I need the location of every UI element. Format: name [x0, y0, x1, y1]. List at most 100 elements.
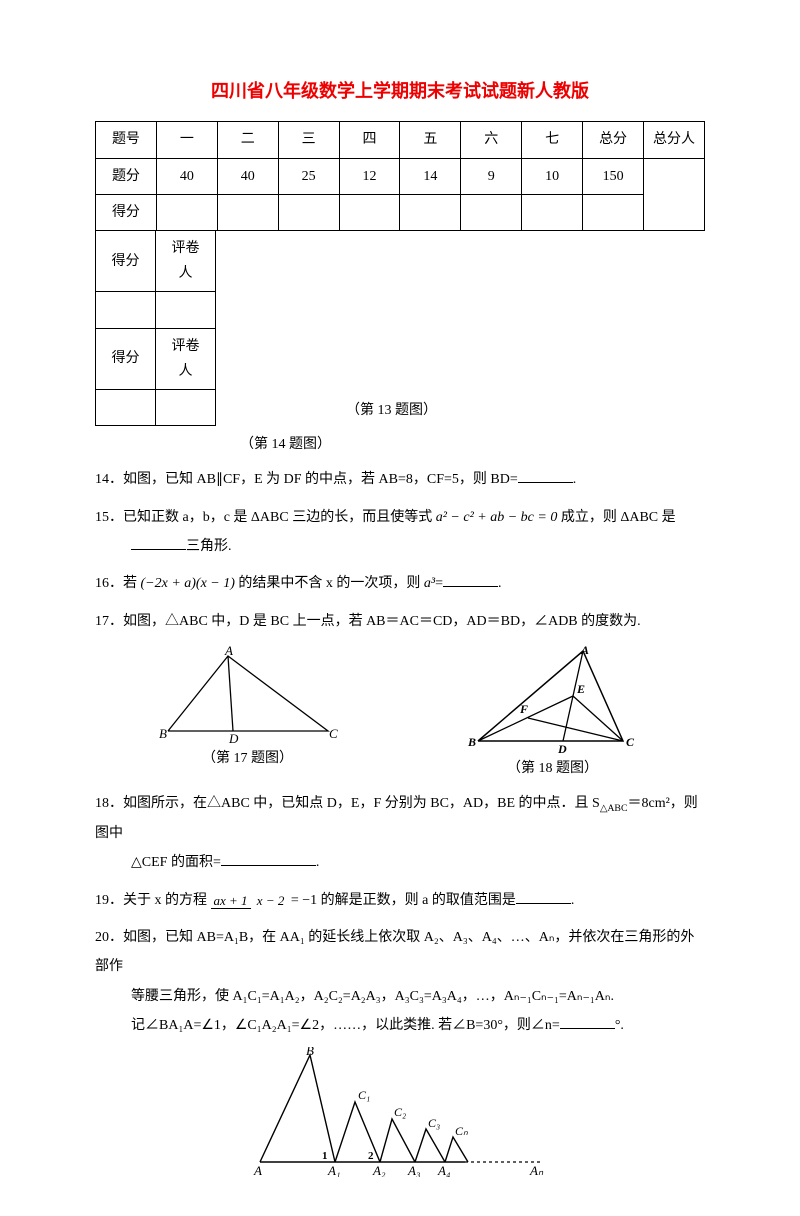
- q18-d: .: [316, 855, 320, 870]
- r3-7: [583, 194, 644, 230]
- page-title: 四川省八年级数学上学期期末考试试题新人教版: [95, 75, 705, 107]
- q18-c: △CEF 的面积=: [131, 855, 221, 870]
- mt-r1c2: 评卷人: [156, 230, 216, 291]
- th-9: 总分人: [644, 122, 705, 158]
- r2-8: [644, 158, 705, 230]
- r2-3: 12: [339, 158, 400, 194]
- svg-text:E: E: [576, 682, 585, 696]
- q14: 14．如图，已知 AB∥CF，E 为 DF 的中点，若 AB=8，CF=5，则 …: [95, 465, 705, 494]
- th-7: 七: [522, 122, 583, 158]
- q18: 18．如图所示，在△ABC 中，已知点 D，E，F 分别为 BC，AD，BE 的…: [95, 789, 705, 877]
- svg-text:C₃: C₃: [428, 1116, 440, 1130]
- caption-13: （第 13 题图）: [346, 398, 437, 426]
- q19-b: 的解是正数，则 a 的取值范围是: [321, 893, 516, 908]
- mt-r3c2: 评卷人: [156, 328, 216, 389]
- q16-c: .: [498, 576, 502, 591]
- r3-2: [278, 194, 339, 230]
- q17-text: 17．如图，△ABC 中，D 是 BC 上一点，若 AB＝AC＝CD，AD＝BD…: [95, 614, 641, 629]
- r3-6: [522, 194, 583, 230]
- r3-label: 得分: [96, 194, 157, 230]
- figure-20: B A A₁ A₂ A₃ A₄ Aₙ C₁ C₂ C₃ Cₙ 1 2: [95, 1047, 705, 1186]
- svg-text:A: A: [253, 1163, 262, 1177]
- r2-2: 25: [278, 158, 339, 194]
- q20-l3a: 记∠BA₁A=∠1，∠C₁A₂A₁=∠2，……，以此类推. 若∠B=30°，则∠…: [131, 1018, 560, 1033]
- figure-18: A B C D E F （第 18 题图）: [458, 646, 648, 781]
- q19-c: .: [571, 893, 575, 908]
- svg-text:C: C: [626, 735, 635, 749]
- svg-text:A: A: [224, 646, 233, 658]
- mt-r2c2: [156, 292, 216, 328]
- r2-5: 9: [461, 158, 522, 194]
- q18-blank: [221, 852, 316, 866]
- q16-b: 的结果中不含 x 的一次项，则: [238, 576, 420, 591]
- th-5: 五: [400, 122, 461, 158]
- q19-blank: [516, 890, 571, 904]
- mt-r4c2: [156, 389, 216, 425]
- q14-blank: [518, 469, 573, 483]
- q19-frac-top: ax + 1: [211, 893, 251, 909]
- grader-table: 得分 评卷人 得分 评卷人: [95, 230, 216, 426]
- svg-text:2: 2: [368, 1150, 374, 1162]
- th-3: 三: [278, 122, 339, 158]
- q14-text: 14．如图，已知 AB∥CF，E 为 DF 的中点，若 AB=8，CF=5，则 …: [95, 472, 518, 487]
- r2-7: 150: [583, 158, 644, 194]
- th-0: 题号: [96, 122, 157, 158]
- th-8: 总分: [583, 122, 644, 158]
- mt-r3c1: 得分: [96, 328, 156, 389]
- r2-0: 40: [156, 158, 217, 194]
- q15-b: 成立，则 ΔABC 是: [561, 510, 676, 525]
- q16-formula: (−2x + a)(x − 1): [141, 576, 235, 591]
- q15: 15．已知正数 a，b，c 是 ΔABC 三边的长，而且使等式 a² − c² …: [95, 503, 705, 562]
- th-4: 四: [339, 122, 400, 158]
- q19-frac-bot: x − 2: [254, 893, 288, 908]
- q17: 17．如图，△ABC 中，D 是 BC 上一点，若 AB＝AC＝CD，AD＝BD…: [95, 607, 705, 636]
- svg-text:B: B: [159, 726, 167, 741]
- q20: 20．如图，已知 AB=A₁B，在 AA₁ 的延长线上依次取 A₂、A₃、A₄、…: [95, 923, 705, 1041]
- svg-text:A₁: A₁: [327, 1163, 340, 1177]
- fig17-caption: （第 17 题图）: [202, 751, 293, 766]
- svg-text:C₂: C₂: [394, 1105, 406, 1119]
- q19: 19．关于 x 的方程 ax + 1 x − 2 = −1 的解是正数，则 a …: [95, 886, 705, 915]
- svg-text:A₄: A₄: [437, 1163, 451, 1177]
- r2-4: 14: [400, 158, 461, 194]
- q15-formula: a² − c² + ab − bc = 0: [436, 510, 558, 525]
- r3-4: [400, 194, 461, 230]
- r3-3: [339, 194, 400, 230]
- q15-a: 15．已知正数 a，b，c 是 ΔABC 三边的长，而且使等式: [95, 510, 432, 525]
- fig18-caption: （第 18 题图）: [507, 761, 598, 776]
- th-6: 六: [461, 122, 522, 158]
- caption-14: （第 14 题图）: [240, 432, 705, 457]
- mt-r1c1: 得分: [96, 230, 156, 291]
- svg-text:B: B: [467, 735, 476, 749]
- r2-label: 题分: [96, 158, 157, 194]
- q16-formula2: a³: [424, 576, 435, 591]
- q15-c: 三角形.: [186, 539, 232, 554]
- figure-17: A B C D （第 17 题图）: [153, 646, 343, 781]
- triangle-18-icon: A B C D E F: [458, 646, 648, 756]
- th-1: 一: [156, 122, 217, 158]
- svg-text:1: 1: [322, 1150, 328, 1162]
- q16-eq: =: [435, 576, 443, 591]
- q18-sub: △ABC: [600, 803, 628, 814]
- q19-fraction: ax + 1 x − 2: [211, 894, 288, 908]
- svg-text:D: D: [557, 742, 567, 756]
- th-2: 二: [217, 122, 278, 158]
- q20-l3b: °.: [615, 1018, 624, 1033]
- svg-text:Cₙ: Cₙ: [455, 1124, 468, 1138]
- q18-a: 18．如图所示，在△ABC 中，已知点 D，E，F 分别为 BC，AD，BE 的…: [95, 796, 600, 811]
- q20-blank: [560, 1015, 615, 1029]
- svg-text:D: D: [228, 731, 239, 746]
- score-table: 题号 一 二 三 四 五 六 七 总分 总分人 题分 40 40 25 12 1…: [95, 121, 705, 231]
- r2-6: 10: [522, 158, 583, 194]
- svg-text:A₃: A₃: [407, 1163, 420, 1177]
- q16: 16．若 (−2x + a)(x − 1) 的结果中不含 x 的一次项，则 a³…: [95, 569, 705, 598]
- q19-eq: = −1: [291, 893, 317, 908]
- q19-a: 19．关于 x 的方程: [95, 893, 207, 908]
- q16-blank: [443, 573, 498, 587]
- svg-text:Aₙ: Aₙ: [529, 1163, 544, 1177]
- mt-r4c1: [96, 389, 156, 425]
- r2-1: 40: [217, 158, 278, 194]
- q20-l1: 20．如图，已知 AB=A₁B，在 AA₁ 的延长线上依次取 A₂、A₃、A₄、…: [95, 930, 694, 974]
- q16-a: 16．若: [95, 576, 137, 591]
- triangle-17-icon: A B C D: [153, 646, 343, 746]
